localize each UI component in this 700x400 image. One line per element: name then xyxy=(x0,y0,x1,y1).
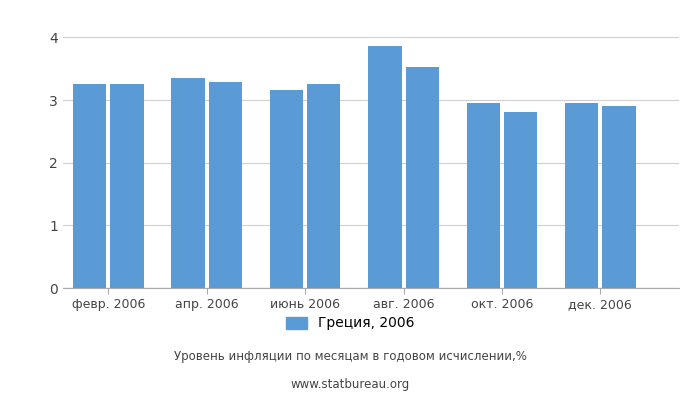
Bar xyxy=(565,103,598,288)
Legend: Греция, 2006: Греция, 2006 xyxy=(280,311,420,336)
Text: www.statbureau.org: www.statbureau.org xyxy=(290,378,410,391)
Bar xyxy=(307,84,340,288)
Bar xyxy=(504,112,538,288)
Bar xyxy=(209,82,242,288)
Bar xyxy=(368,46,402,288)
Bar xyxy=(172,78,204,288)
Bar xyxy=(405,67,439,288)
Bar xyxy=(602,106,636,288)
Bar xyxy=(467,102,500,288)
Bar xyxy=(73,84,106,288)
Text: Уровень инфляции по месяцам в годовом исчислении,%: Уровень инфляции по месяцам в годовом ис… xyxy=(174,350,526,363)
Bar xyxy=(270,90,303,288)
Bar xyxy=(111,84,144,288)
